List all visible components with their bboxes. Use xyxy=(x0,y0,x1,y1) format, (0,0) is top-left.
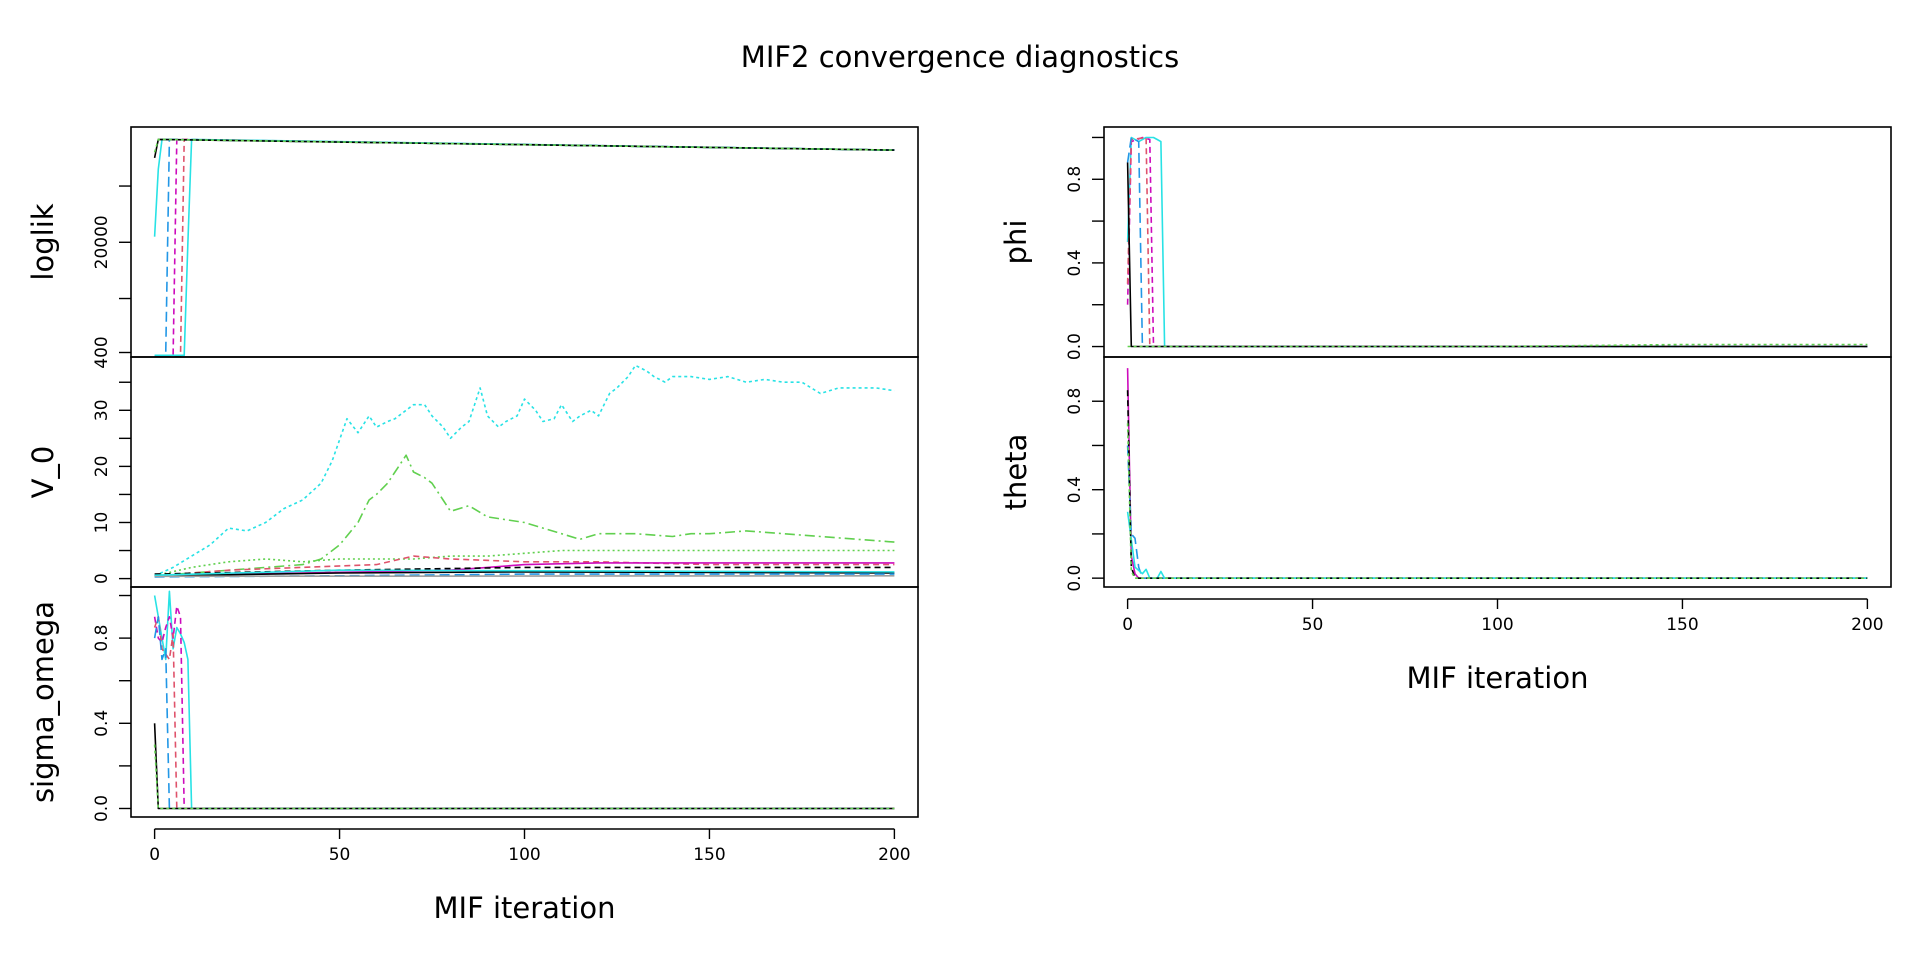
y-tick-label: 0.0 xyxy=(1065,333,1085,360)
series-line-V_0-2 xyxy=(154,549,895,577)
x-tick-label: 100 xyxy=(1481,615,1513,635)
series-line-V_0-8 xyxy=(154,574,895,578)
x-tick-label: 50 xyxy=(329,845,351,865)
series-line-sigma_omega-5 xyxy=(153,744,895,810)
panel-phi: 0.0 0.4 0.8 phi xyxy=(999,126,1892,360)
x-tick-label: 0 xyxy=(149,845,160,865)
y-tick-label: 0.0 xyxy=(1065,565,1085,592)
series-line-V_0-0 xyxy=(154,364,895,577)
series-line-phi-5 xyxy=(1127,343,1868,348)
y-tick-label: 0 xyxy=(92,573,112,584)
y-tick-label: 0.4 xyxy=(1065,249,1085,276)
y-tick-label: 400 xyxy=(92,336,112,368)
y-tick-label: 0.4 xyxy=(92,710,112,737)
series-line-theta-0 xyxy=(1126,368,1868,580)
series-line-V_0-1 xyxy=(154,454,895,577)
y-axis-label: loglik xyxy=(26,203,60,280)
series-line-sigma_omega-4 xyxy=(153,723,895,810)
series-line-V_0-6 xyxy=(154,571,895,577)
series-line-sigma_omega-1 xyxy=(153,605,895,810)
y-axis-label: sigma_omega xyxy=(26,601,60,803)
series-group xyxy=(154,364,895,578)
series-line-loglik-2 xyxy=(154,138,895,357)
y-axis-label: phi xyxy=(999,220,1033,265)
y-tick-label: 30 xyxy=(92,399,112,421)
series-line-sigma_omega-3 xyxy=(153,615,895,810)
x-tick-label: 150 xyxy=(693,845,725,865)
series-group xyxy=(153,138,895,357)
series-line-loglik-6 xyxy=(153,138,895,153)
x-tick-label: 200 xyxy=(878,845,910,865)
x-tick-label: 0 xyxy=(1122,615,1133,635)
x-axis-label: MIF iteration xyxy=(1407,661,1589,695)
series-line-theta-4 xyxy=(1126,423,1868,580)
x-tick-label: 50 xyxy=(1302,615,1324,635)
panel-frame xyxy=(1103,356,1892,588)
series-group xyxy=(153,590,895,810)
x-tick-label: 100 xyxy=(508,845,540,865)
series-line-loglik-1 xyxy=(154,138,895,357)
series-line-theta-1 xyxy=(1126,445,1868,580)
series-group xyxy=(1126,368,1868,580)
x-tick-label: 150 xyxy=(1666,615,1698,635)
y-tick-label: 20 xyxy=(92,456,112,478)
y-tick-label: 0.8 xyxy=(92,625,112,652)
y-tick-label: 20000 xyxy=(92,215,112,269)
panel-sigma_omega: 0.0 0.4 0.8 sigma_omega 0 50 100 150 200 MIF iter… xyxy=(26,586,919,925)
chart-title: MIF2 convergence diagnostics xyxy=(740,40,1180,74)
y-axis-label: V_0 xyxy=(26,446,60,499)
series-line-theta-2 xyxy=(1126,511,1868,580)
series-line-sigma_omega-2 xyxy=(153,615,895,810)
y-tick-label: 0.8 xyxy=(1065,388,1085,415)
series-line-loglik-4 xyxy=(154,138,895,357)
series-line-loglik-0 xyxy=(154,138,895,357)
y-tick-label: 0.0 xyxy=(92,795,112,822)
y-axis-label: theta xyxy=(999,434,1033,511)
panel-frame xyxy=(130,586,919,818)
series-line-phi-3 xyxy=(1126,136,1868,348)
panel-V_0: 0 10 20 30 V_0 xyxy=(26,356,919,588)
y-tick-label: 10 xyxy=(92,512,112,534)
x-axis-label: MIF iteration xyxy=(434,891,616,925)
series-line-V_0-9 xyxy=(154,569,895,576)
panel-frame xyxy=(130,126,919,358)
series-line-loglik-3 xyxy=(153,138,895,237)
y-tick-label: 0.4 xyxy=(1065,476,1085,503)
x-tick-label: 200 xyxy=(1851,615,1883,635)
panel-theta: 0.0 0.4 0.8 theta 0 50 100 150 200 MIF iteration xyxy=(999,356,1892,695)
series-line-phi-0 xyxy=(1126,136,1868,348)
series-line-theta-3 xyxy=(1126,390,1868,580)
series-line-phi-4 xyxy=(1126,162,1868,348)
panel-loglik: 400 20000 loglik xyxy=(26,126,919,369)
series-line-phi-1 xyxy=(1126,136,1868,348)
series-line-sigma_omega-0 xyxy=(153,590,895,810)
series-line-phi-2 xyxy=(1126,136,1868,348)
y-tick-label: 0.8 xyxy=(1065,166,1085,193)
series-group xyxy=(1126,136,1868,348)
panel-frame xyxy=(1103,126,1892,358)
